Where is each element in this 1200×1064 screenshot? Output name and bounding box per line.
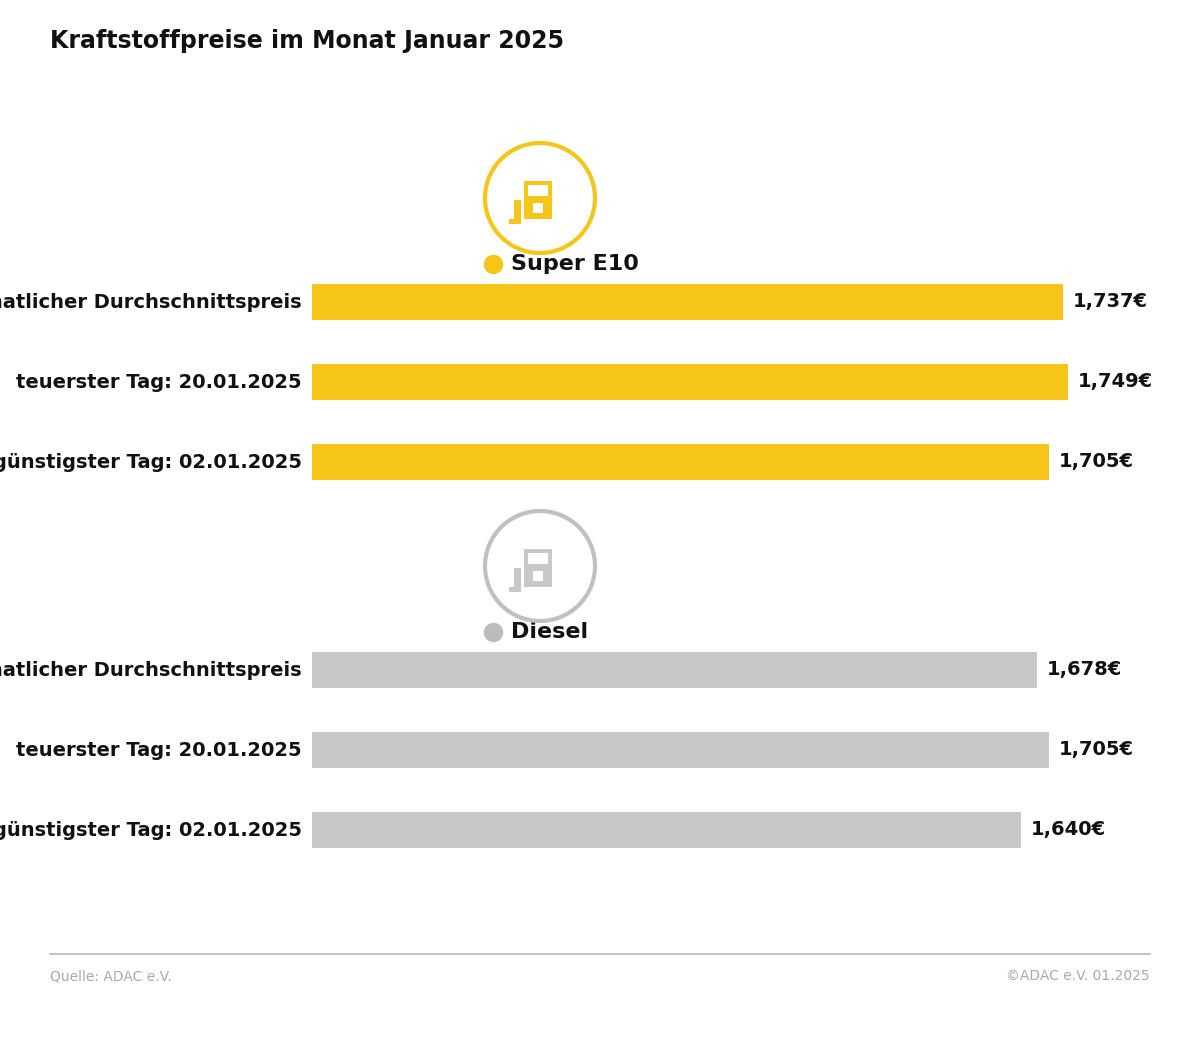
Text: 1,737€: 1,737€ [1073, 293, 1148, 312]
Text: 1,705€: 1,705€ [1058, 741, 1134, 760]
Text: 1,705€: 1,705€ [1058, 452, 1134, 471]
Text: ©ADAC e.V. 01.2025: ©ADAC e.V. 01.2025 [1007, 969, 1150, 983]
Text: 1,749€: 1,749€ [1078, 372, 1153, 392]
Text: Monatlicher Durchschnittspreis: Monatlicher Durchschnittspreis [0, 293, 302, 312]
FancyBboxPatch shape [509, 219, 521, 225]
FancyBboxPatch shape [312, 732, 1049, 768]
FancyBboxPatch shape [533, 203, 542, 213]
FancyBboxPatch shape [312, 652, 1037, 688]
FancyBboxPatch shape [514, 568, 521, 592]
FancyBboxPatch shape [528, 553, 548, 564]
FancyBboxPatch shape [514, 200, 521, 225]
Text: günstigster Tag: 02.01.2025: günstigster Tag: 02.01.2025 [0, 820, 302, 839]
Circle shape [485, 511, 595, 621]
FancyBboxPatch shape [524, 549, 552, 587]
Text: 1,640€: 1,640€ [1031, 820, 1106, 839]
Text: Diesel: Diesel [511, 622, 588, 642]
Text: Monatlicher Durchschnittspreis: Monatlicher Durchschnittspreis [0, 661, 302, 680]
Circle shape [485, 143, 595, 253]
FancyBboxPatch shape [528, 185, 548, 196]
FancyBboxPatch shape [312, 444, 1049, 480]
FancyBboxPatch shape [524, 181, 552, 219]
FancyBboxPatch shape [312, 364, 1068, 400]
FancyBboxPatch shape [533, 571, 542, 581]
Text: 1,678€: 1,678€ [1048, 661, 1122, 680]
Text: Super E10: Super E10 [511, 254, 638, 275]
Text: Kraftstoffpreise im Monat Januar 2025: Kraftstoffpreise im Monat Januar 2025 [50, 29, 564, 53]
FancyBboxPatch shape [312, 284, 1063, 320]
FancyBboxPatch shape [509, 587, 521, 592]
Text: teuerster Tag: 20.01.2025: teuerster Tag: 20.01.2025 [17, 372, 302, 392]
Text: günstigster Tag: 02.01.2025: günstigster Tag: 02.01.2025 [0, 452, 302, 471]
FancyBboxPatch shape [312, 812, 1021, 848]
Text: teuerster Tag: 20.01.2025: teuerster Tag: 20.01.2025 [17, 741, 302, 760]
Text: Quelle: ADAC e.V.: Quelle: ADAC e.V. [50, 969, 172, 983]
